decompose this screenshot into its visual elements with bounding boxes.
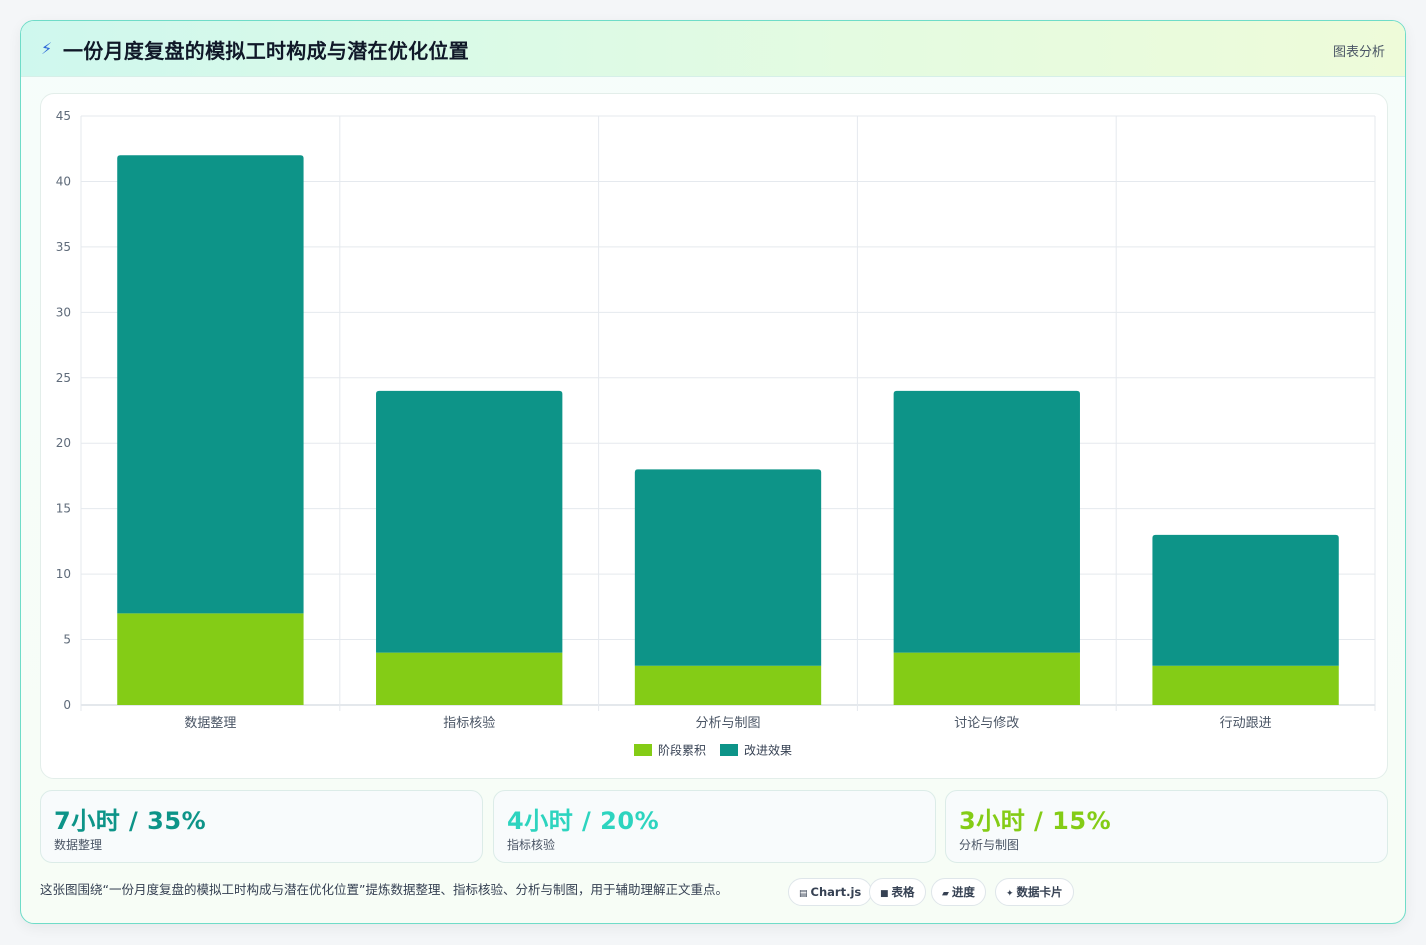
stat-card-3: 3小时 / 15% 分析与制图: [945, 790, 1388, 863]
card-header: ⚡ 一份月度复盘的模拟工时构成与潜在优化位置 图表分析: [21, 21, 1405, 77]
bar-segment-1: [1152, 665, 1339, 705]
card-title: 一份月度复盘的模拟工时构成与潜在优化位置: [63, 39, 469, 63]
y-tick-label: 20: [56, 436, 71, 450]
stat-value: 4小时 / 20%: [507, 807, 660, 835]
bar-segment-2: [1152, 534, 1339, 666]
y-tick-label: 15: [56, 502, 71, 516]
x-tick-label: 讨论与修改: [954, 716, 1019, 731]
x-tick-label: 行动跟进: [1220, 716, 1272, 731]
bar-segment-1: [376, 652, 563, 705]
chart-panel: 0 5 10 15 20 25 30 35 40 45 数据整理 指标核验 分析与制图 讨论与修改 行动跟进…: [40, 93, 1388, 779]
y-tick-label: 30: [56, 305, 71, 319]
data-card-icon: ✦: [1006, 889, 1014, 899]
legend-swatch: [634, 744, 652, 756]
stat-card-2: 4小时 / 20% 指标核验: [493, 790, 936, 863]
x-tick-label: 指标核验: [443, 715, 495, 731]
legend-label: 阶段累积: [658, 743, 706, 758]
bar-segment-2: [893, 390, 1080, 653]
chip-data-card[interactable]: ✦ 数据卡片: [995, 878, 1074, 906]
y-tick-label: 10: [56, 567, 71, 581]
x-tick-label: 分析与制图: [695, 716, 760, 731]
chart-icon: ▤: [799, 889, 808, 899]
bar-segment-2: [376, 390, 563, 653]
y-tick-label: 35: [56, 240, 71, 254]
card-tag: 图表分析: [1332, 45, 1385, 60]
stacked-bar-chart: 0 5 10 15 20 25 30 35 40 45 数据整理 指标核验 分析与制图 讨论与修改 行动跟进…: [56, 109, 1376, 758]
legend-swatch: [720, 744, 738, 756]
lightning-icon: ⚡: [41, 39, 53, 58]
stat-label: 指标核验: [507, 838, 556, 852]
chip-chartjs[interactable]: ▤ Chart.js: [788, 878, 873, 906]
chip-progress[interactable]: ▰ 进度: [931, 878, 986, 906]
y-tick-label: 45: [56, 109, 71, 123]
bar-segment-2: [634, 469, 822, 666]
x-tick-label: 数据整理: [184, 716, 236, 731]
stat-label: 分析与制图: [959, 838, 1020, 852]
y-tick-label: 5: [63, 633, 71, 647]
progress-icon: ▰: [942, 889, 949, 899]
y-tick-label: 40: [56, 174, 71, 188]
y-tick-label: 25: [56, 371, 71, 385]
stat-label: 数据整理: [54, 838, 103, 852]
chip-label: 数据卡片: [1016, 885, 1063, 899]
bar-segment-1: [893, 652, 1080, 705]
stat-value: 3小时 / 15%: [959, 807, 1112, 835]
bar-segment-1: [117, 613, 304, 705]
chip-label: Chart.js: [810, 885, 862, 899]
bar-segment-2: [117, 155, 304, 614]
chart-card: ⚡ 一份月度复盘的模拟工时构成与潜在优化位置 图表分析 0 5 10 15 20 25 30…: [20, 20, 1406, 924]
chip-table[interactable]: ■ 表格: [869, 878, 926, 906]
chip-label: 进度: [951, 885, 975, 899]
legend-label: 改进效果: [744, 743, 792, 758]
chip-label: 表格: [891, 885, 915, 899]
footer-note: 这张图围绕“一份月度复盘的模拟工时构成与潜在优化位置”提炼数据整理、指标核验、分…: [40, 882, 728, 897]
stat-card-1: 7小时 / 35% 数据整理: [40, 790, 483, 863]
table-icon: ■: [880, 889, 889, 899]
stat-value: 7小时 / 35%: [54, 807, 207, 835]
y-tick-label: 0: [63, 698, 71, 712]
bar-segment-1: [634, 665, 822, 705]
